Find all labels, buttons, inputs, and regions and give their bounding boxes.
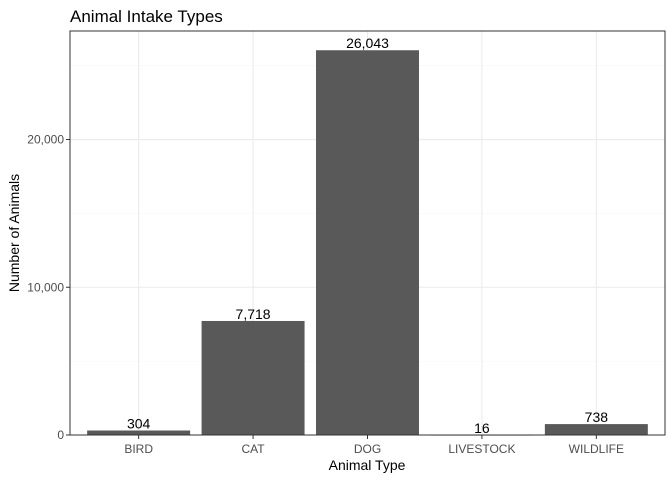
y-axis: 0 10,000 20,000 [27,133,70,442]
data-labels: 304 7,718 26,043 16 738 [127,35,608,436]
y-tick-label: 20,000 [27,133,64,147]
data-label-bird: 304 [127,416,151,432]
bar-bird [87,430,191,435]
bar-dog [316,50,419,435]
y-tick-label: 0 [57,428,64,442]
bar-wildlife [544,424,648,435]
x-axis-title: Animal Type [329,457,406,473]
y-tick-label: 10,000 [27,280,64,294]
x-tick-label-bird: BIRD [124,442,153,456]
x-tick-label-cat: CAT [242,442,266,456]
bars [87,50,648,436]
bar-cat [201,320,305,435]
data-label-livestock: 16 [474,420,490,436]
data-label-cat: 7,718 [236,306,271,322]
data-label-wildlife: 738 [585,409,609,425]
x-tick-label-livestock: LIVESTOCK [448,442,515,456]
data-label-dog: 26,043 [346,35,389,51]
chart-title: Animal Intake Types [70,7,223,26]
x-tick-label-dog: DOG [354,442,381,456]
x-axis: BIRD CAT DOG LIVESTOCK WILDLIFE [124,435,624,456]
x-tick-label-wildlife: WILDLIFE [569,442,624,456]
y-axis-title: Number of Animals [6,174,22,292]
